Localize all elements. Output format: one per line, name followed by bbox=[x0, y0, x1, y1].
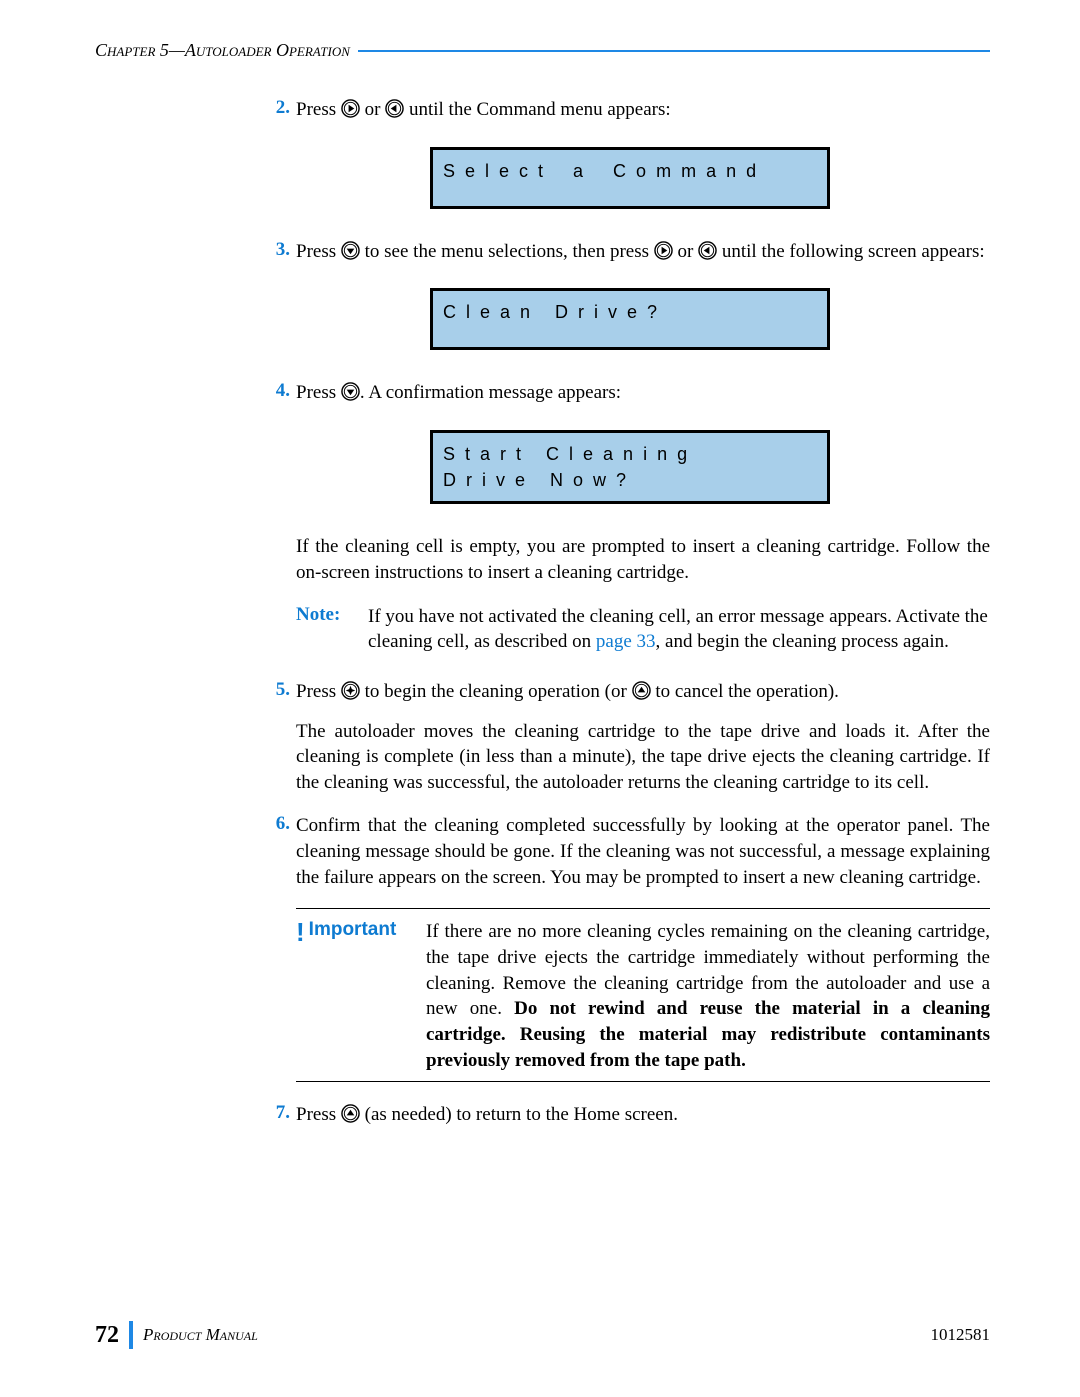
text: to cancel the operation). bbox=[651, 681, 839, 702]
text: to begin the cleaning operation (or bbox=[360, 681, 632, 702]
right-arrow-icon bbox=[341, 99, 360, 118]
exclamation-icon: ! bbox=[296, 919, 305, 945]
text: . A confirmation message appears: bbox=[360, 382, 621, 403]
text: Press bbox=[296, 99, 341, 120]
lcd-display: S t a r t C l e a n i n g D r i v e N o … bbox=[430, 430, 830, 504]
footer-right-text: 1012581 bbox=[931, 1325, 991, 1345]
footer-left-text: Product Manual bbox=[143, 1325, 258, 1345]
text: or bbox=[673, 241, 698, 262]
note-body: If you have not activated the cleaning c… bbox=[368, 604, 990, 655]
left-arrow-icon bbox=[698, 241, 717, 260]
step-5: 5. Press to begin the cleaning operation… bbox=[270, 679, 990, 705]
step-body: Press to see the menu selections, then p… bbox=[296, 239, 990, 265]
step-number: 5. bbox=[270, 679, 296, 705]
important-block: ! Important If there are no more cleanin… bbox=[296, 919, 990, 1073]
up-arrow-icon bbox=[632, 681, 651, 700]
paragraph: The autoloader moves the cleaning cartri… bbox=[296, 719, 990, 796]
text: until the following screen appears: bbox=[717, 241, 985, 262]
step-number: 3. bbox=[270, 239, 296, 265]
up-arrow-icon bbox=[341, 1104, 360, 1123]
text: to see the menu selections, then press bbox=[360, 241, 654, 262]
note-block: Note: If you have not activated the clea… bbox=[296, 604, 990, 655]
lcd-line: S t a r t C l e a n i n g bbox=[443, 441, 817, 467]
right-arrow-icon bbox=[654, 241, 673, 260]
text: Press bbox=[296, 382, 341, 403]
left-arrow-icon bbox=[385, 99, 404, 118]
paragraph: If the cleaning cell is empty, you are p… bbox=[296, 534, 990, 585]
step-6: 6. Confirm that the cleaning completed s… bbox=[270, 813, 990, 890]
text: Press bbox=[296, 241, 341, 262]
step-3: 3. Press to see the menu selections, the… bbox=[270, 239, 990, 265]
step-4: 4. Press . A confirmation message appear… bbox=[270, 380, 990, 406]
step-body: Press . A confirmation message appears: bbox=[296, 380, 990, 406]
down-arrow-icon bbox=[341, 241, 360, 260]
page-number: 72 bbox=[95, 1322, 129, 1349]
page-footer: 72 Product Manual 1012581 bbox=[95, 1321, 990, 1349]
text: (as needed) to return to the Home screen… bbox=[360, 1104, 678, 1125]
step-7: 7. Press (as needed) to return to the Ho… bbox=[270, 1102, 990, 1128]
step-body: Confirm that the cleaning completed succ… bbox=[296, 813, 990, 890]
lcd-line: D r i v e N o w ? bbox=[443, 467, 817, 493]
page-header: Chapter 5—Autoloader Operation bbox=[95, 40, 990, 61]
step-body: Press or until the Command menu appears: bbox=[296, 97, 990, 123]
step-2: 2. Press or until the Command menu appea… bbox=[270, 97, 990, 123]
important-label-text: Important bbox=[309, 919, 397, 941]
step-number: 4. bbox=[270, 380, 296, 406]
divider bbox=[296, 908, 990, 909]
lcd-display: C l e a n D r i v e ? bbox=[430, 288, 830, 350]
step-number: 7. bbox=[270, 1102, 296, 1128]
step-number: 6. bbox=[270, 813, 296, 890]
text: or bbox=[360, 99, 385, 120]
divider bbox=[296, 1081, 990, 1082]
lcd-screen-3: S t a r t C l e a n i n g D r i v e N o … bbox=[270, 430, 990, 504]
step-body: Press to begin the cleaning operation (o… bbox=[296, 679, 990, 705]
chapter-title: Chapter 5—Autoloader Operation bbox=[95, 40, 350, 61]
text: Press bbox=[296, 681, 341, 702]
lcd-display: S e l e c t a C o m m a n d bbox=[430, 147, 830, 209]
footer-bar bbox=[129, 1321, 133, 1349]
text: until the Command menu appears: bbox=[404, 99, 670, 120]
header-rule bbox=[358, 50, 990, 52]
important-body: If there are no more cleaning cycles rem… bbox=[426, 919, 990, 1073]
lcd-line: C l e a n D r i v e ? bbox=[443, 299, 817, 325]
page: Chapter 5—Autoloader Operation 2. Press … bbox=[0, 0, 1080, 1397]
step-body: Press (as needed) to return to the Home … bbox=[296, 1102, 990, 1128]
down-arrow-icon bbox=[341, 382, 360, 401]
content-area: 2. Press or until the Command menu appea… bbox=[270, 97, 990, 1128]
page-link[interactable]: page 33 bbox=[596, 631, 656, 652]
note-label: Note: bbox=[296, 604, 368, 655]
step-number: 2. bbox=[270, 97, 296, 123]
lcd-line: S e l e c t a C o m m a n d bbox=[443, 158, 817, 184]
text: Press bbox=[296, 1104, 341, 1125]
lcd-screen-2: C l e a n D r i v e ? bbox=[270, 288, 990, 350]
important-label: ! Important bbox=[296, 919, 426, 1073]
text: , and begin the cleaning process again. bbox=[656, 631, 949, 652]
confirm-icon bbox=[341, 681, 360, 700]
lcd-screen-1: S e l e c t a C o m m a n d bbox=[270, 147, 990, 209]
